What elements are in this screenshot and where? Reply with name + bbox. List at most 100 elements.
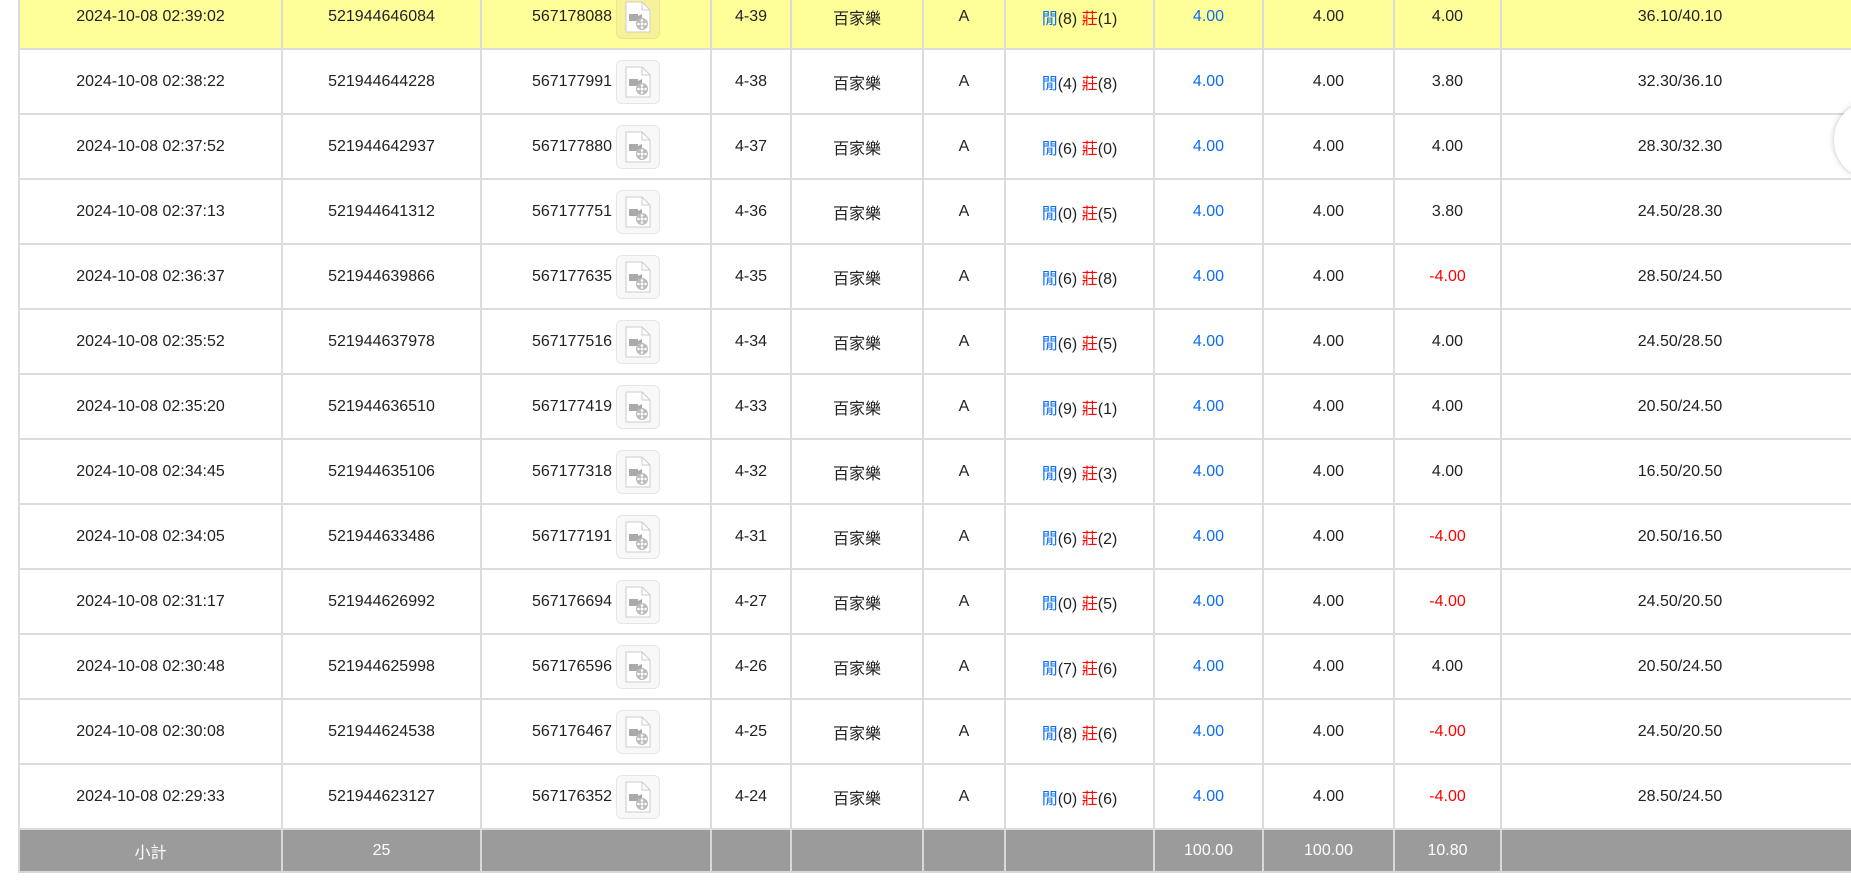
bet-id: 521944639866 — [281, 243, 482, 310]
bet-id: 521944624538 — [281, 698, 482, 765]
video-file-icon[interactable] — [616, 319, 661, 364]
video-file-icon[interactable] — [616, 774, 661, 819]
win-amount: 3.80 — [1393, 48, 1502, 115]
balance: 28.50/24.50 — [1500, 243, 1851, 310]
bet-time: 2024-10-08 02:35:20 — [18, 373, 283, 440]
player-label: 閒 — [1041, 335, 1058, 353]
result-cell: 閒(8) 莊(6) — [1004, 698, 1155, 765]
shoe-number: 4-34 — [710, 308, 792, 375]
round-id: 567177191 — [531, 527, 613, 545]
game-name: 百家樂 — [790, 503, 924, 570]
bet-amount: 4.00 — [1153, 633, 1264, 700]
player-label: 閒 — [1041, 205, 1058, 223]
banker-label: 莊 — [1081, 465, 1098, 483]
game-name: 百家樂 — [790, 633, 924, 700]
video-file-icon[interactable] — [616, 449, 661, 494]
table-name: A — [922, 568, 1006, 635]
player-label: 閒 — [1041, 270, 1058, 288]
shoe-number: 4-24 — [710, 763, 792, 830]
valid-amount: 4.00 — [1262, 503, 1395, 570]
bet-time: 2024-10-08 02:31:17 — [18, 568, 283, 635]
banker-score: (2) — [1097, 530, 1118, 548]
video-file-icon[interactable] — [616, 59, 661, 104]
video-file-icon[interactable] — [616, 514, 661, 559]
bet-amount: 4.00 — [1153, 698, 1264, 765]
table-name: A — [922, 308, 1006, 375]
bet-time: 2024-10-08 02:35:52 — [18, 308, 283, 375]
player-label: 閒 — [1041, 725, 1058, 743]
banker-label: 莊 — [1081, 140, 1098, 158]
video-file-icon[interactable] — [616, 0, 661, 39]
table-row: 2024-10-08 02:34:05 521944633486 567177191… — [18, 503, 1851, 570]
video-file-icon[interactable] — [616, 189, 661, 234]
player-label: 閒 — [1041, 400, 1058, 418]
game-name: 百家樂 — [790, 48, 924, 115]
bet-records-table: 2024-10-08 02:39:02 521944646084 567178088… — [18, 0, 1851, 873]
video-file-icon[interactable] — [616, 579, 661, 624]
game-name: 百家樂 — [790, 373, 924, 440]
result-cell: 閒(0) 莊(5) — [1004, 178, 1155, 245]
table-row: 2024-10-08 02:36:37 521944639866 567177635… — [18, 243, 1851, 310]
game-name: 百家樂 — [790, 698, 924, 765]
bet-time: 2024-10-08 02:37:52 — [18, 113, 283, 180]
banker-label: 莊 — [1081, 10, 1098, 28]
video-file-icon[interactable] — [616, 124, 661, 169]
bet-time: 2024-10-08 02:34:45 — [18, 438, 283, 505]
balance: 20.50/24.50 — [1500, 373, 1851, 440]
player-score: (9) — [1057, 465, 1078, 483]
table-row: 2024-10-08 02:39:02 521944646084 567178088… — [18, 0, 1851, 50]
banker-score: (1) — [1097, 400, 1118, 418]
round-id: 567177991 — [531, 72, 613, 90]
bet-amount: 4.00 — [1153, 0, 1264, 50]
bet-amount: 4.00 — [1153, 113, 1264, 180]
table-row: 2024-10-08 02:37:13 521944641312 567177751… — [18, 178, 1851, 245]
banker-label: 莊 — [1081, 75, 1098, 93]
player-score: (4) — [1057, 75, 1078, 93]
subtotal-valid: 100.00 — [1262, 828, 1395, 873]
valid-amount: 4.00 — [1262, 178, 1395, 245]
round-cell: 567176467 — [480, 698, 712, 765]
game-name: 百家樂 — [790, 308, 924, 375]
banker-score: (3) — [1097, 465, 1118, 483]
round-cell: 567176596 — [480, 633, 712, 700]
round-id: 567177419 — [531, 397, 613, 415]
valid-amount: 4.00 — [1262, 373, 1395, 440]
banker-score: (5) — [1097, 335, 1118, 353]
valid-amount: 4.00 — [1262, 48, 1395, 115]
bet-time: 2024-10-08 02:37:13 — [18, 178, 283, 245]
round-cell: 567178088 — [480, 0, 712, 50]
win-amount: 4.00 — [1393, 373, 1502, 440]
balance: 28.50/24.50 — [1500, 763, 1851, 830]
player-label: 閒 — [1041, 530, 1058, 548]
bet-amount: 4.00 — [1153, 308, 1264, 375]
banker-label: 莊 — [1081, 725, 1098, 743]
win-amount: -4.00 — [1393, 698, 1502, 765]
round-id: 567177635 — [531, 267, 613, 285]
video-file-icon[interactable] — [616, 709, 661, 754]
banker-score: (8) — [1097, 75, 1118, 93]
shoe-number: 4-36 — [710, 178, 792, 245]
bet-id: 521944644228 — [281, 48, 482, 115]
balance: 24.50/28.30 — [1500, 178, 1851, 245]
player-score: (6) — [1057, 335, 1078, 353]
game-name: 百家樂 — [790, 763, 924, 830]
shoe-number: 4-31 — [710, 503, 792, 570]
table-name: A — [922, 438, 1006, 505]
bet-amount: 4.00 — [1153, 438, 1264, 505]
result-cell: 閒(9) 莊(1) — [1004, 373, 1155, 440]
video-file-icon[interactable] — [616, 644, 661, 689]
player-score: (0) — [1057, 790, 1078, 808]
subtotal-count: 25 — [281, 828, 482, 873]
round-cell: 567177991 — [480, 48, 712, 115]
table-name: A — [922, 698, 1006, 765]
video-file-icon[interactable] — [616, 254, 661, 299]
table-row: 2024-10-08 02:35:52 521944637978 567177516… — [18, 308, 1851, 375]
banker-label: 莊 — [1081, 660, 1098, 678]
round-cell: 567177880 — [480, 113, 712, 180]
valid-amount: 4.00 — [1262, 568, 1395, 635]
game-name: 百家樂 — [790, 178, 924, 245]
banker-score: (8) — [1097, 270, 1118, 288]
shoe-number: 4-27 — [710, 568, 792, 635]
video-file-icon[interactable] — [616, 384, 661, 429]
result-cell: 閒(7) 莊(6) — [1004, 633, 1155, 700]
